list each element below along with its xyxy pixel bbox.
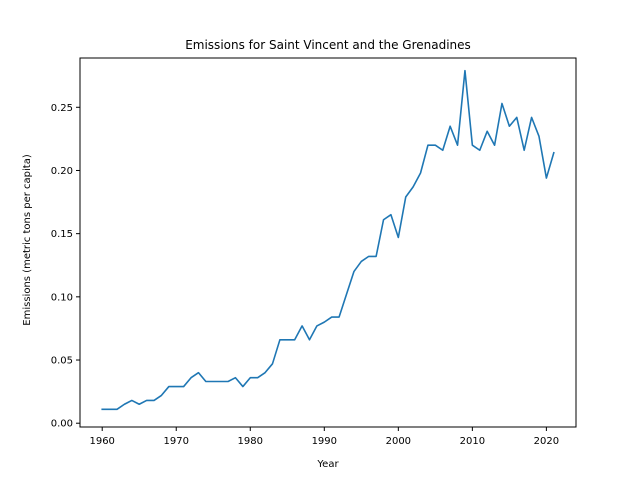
y-axis-label: Emissions (metric tons per capita) xyxy=(22,154,33,326)
x-tick-label: 2010 xyxy=(460,436,485,447)
y-tick-label: 0.10 xyxy=(51,292,73,303)
chart-title: Emissions for Saint Vincent and the Gren… xyxy=(185,38,471,52)
x-tick-label: 1960 xyxy=(89,436,114,447)
x-tick-label: 1990 xyxy=(312,436,337,447)
x-axis: 1960 1970 1980 1990 2000 2010 2020 xyxy=(89,427,559,447)
plot-area xyxy=(79,57,577,428)
y-tick-label: 0.20 xyxy=(51,166,73,177)
y-tick-label: 0.15 xyxy=(51,229,73,240)
x-tick-label: 2020 xyxy=(534,436,559,447)
y-tick-label: 0.00 xyxy=(51,419,73,430)
y-tick-label: 0.05 xyxy=(51,356,73,367)
x-tick-label: 2000 xyxy=(386,436,411,447)
y-axis: 0.00 0.05 0.10 0.15 0.20 0.25 xyxy=(51,103,80,430)
y-tick-label: 0.25 xyxy=(51,103,73,114)
axes-frame xyxy=(79,57,577,428)
x-tick-label: 1970 xyxy=(164,436,189,447)
series-line-0 xyxy=(101,69,555,411)
x-tick-label: 1980 xyxy=(238,436,263,447)
x-axis-label: Year xyxy=(316,459,339,470)
